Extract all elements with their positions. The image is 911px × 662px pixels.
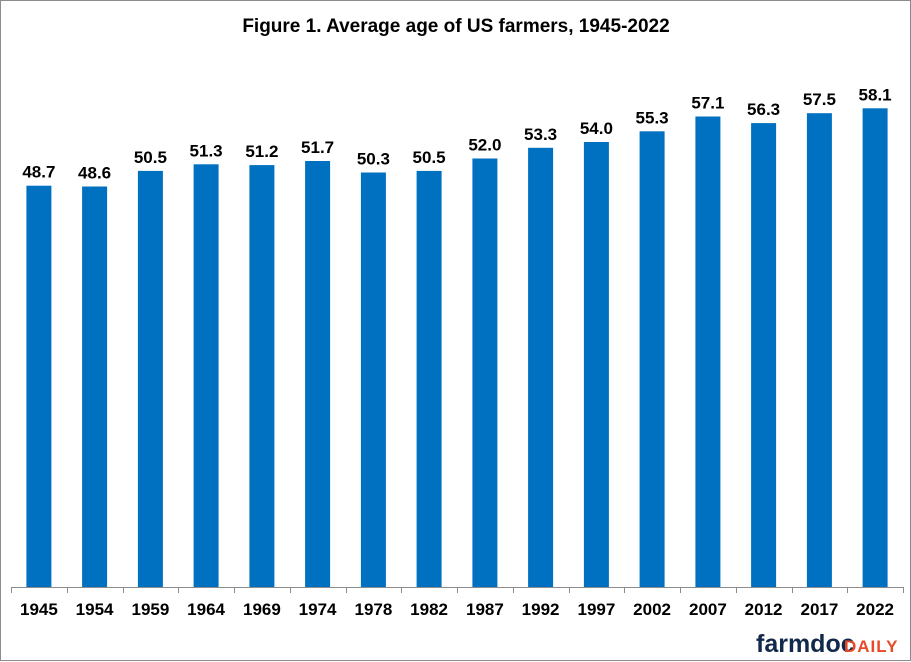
data-label-1969: 51.2 bbox=[245, 142, 278, 161]
data-label-1954: 48.6 bbox=[78, 164, 111, 183]
x-tick-label-2017: 2017 bbox=[800, 600, 838, 619]
x-tick-label-2007: 2007 bbox=[689, 600, 727, 619]
x-tick-label-1959: 1959 bbox=[131, 600, 169, 619]
x-tick-label-2012: 2012 bbox=[745, 600, 783, 619]
data-label-2007: 57.1 bbox=[691, 94, 724, 113]
data-label-1992: 53.3 bbox=[524, 125, 557, 144]
bar-1974 bbox=[305, 161, 331, 587]
x-tick-label-1982: 1982 bbox=[410, 600, 448, 619]
bar-1987 bbox=[472, 158, 498, 587]
bar-2007 bbox=[695, 116, 721, 587]
x-tick-label-1945: 1945 bbox=[20, 600, 58, 619]
data-label-1945: 48.7 bbox=[22, 163, 55, 182]
x-tick-label-1992: 1992 bbox=[522, 600, 560, 619]
bar-1964 bbox=[193, 164, 219, 588]
x-tick-label-1964: 1964 bbox=[187, 600, 225, 619]
data-label-1974: 51.7 bbox=[301, 138, 334, 157]
bar-1992 bbox=[528, 147, 554, 588]
x-tick-label-2002: 2002 bbox=[633, 600, 671, 619]
bars-layer bbox=[26, 108, 888, 588]
data-label-1987: 52.0 bbox=[468, 136, 501, 155]
data-label-2022: 58.1 bbox=[859, 85, 892, 104]
brand-daily-text: DAILY bbox=[844, 637, 898, 656]
x-tick-label-2022: 2022 bbox=[856, 600, 894, 619]
bar-1978 bbox=[360, 172, 386, 587]
bar-1954 bbox=[82, 186, 108, 587]
x-tick-label-1978: 1978 bbox=[354, 600, 392, 619]
bar-1959 bbox=[137, 170, 163, 587]
x-axis-ticks bbox=[11, 587, 904, 593]
bar-1982 bbox=[416, 170, 442, 587]
data-label-2017: 57.5 bbox=[803, 90, 836, 109]
x-tick-label-1974: 1974 bbox=[299, 600, 337, 619]
x-tick-label-1997: 1997 bbox=[577, 600, 615, 619]
x-tick-label-1969: 1969 bbox=[243, 600, 281, 619]
bar-1997 bbox=[583, 142, 609, 587]
data-labels-layer: 48.7 48.6 50.5 51.3 51.2 51.7 50.3 50.5 52.0 53.3… bbox=[22, 85, 891, 182]
x-tick-label-1954: 1954 bbox=[76, 600, 114, 619]
data-label-1982: 50.5 bbox=[413, 148, 446, 167]
data-label-1959: 50.5 bbox=[134, 148, 167, 167]
data-label-2002: 55.3 bbox=[636, 108, 669, 127]
data-label-1997: 54.0 bbox=[580, 119, 613, 138]
bar-2022 bbox=[862, 108, 888, 588]
bar-2002 bbox=[639, 131, 665, 588]
x-tick-label-1987: 1987 bbox=[466, 600, 504, 619]
bar-1969 bbox=[249, 165, 275, 587]
chart-title: Figure 1. Average age of US farmers, 194… bbox=[242, 16, 669, 37]
brand-logo: farmdoc DAILY bbox=[756, 630, 898, 658]
brand-farmdoc-text: farmdoc bbox=[756, 630, 855, 658]
data-label-1978: 50.3 bbox=[357, 150, 390, 169]
bar-2012 bbox=[751, 123, 777, 587]
data-label-2012: 56.3 bbox=[747, 100, 780, 119]
bar-1945 bbox=[26, 185, 52, 587]
bar-2017 bbox=[806, 113, 832, 587]
data-label-1964: 51.3 bbox=[190, 141, 223, 160]
x-axis-tick-labels: 1945 1954 1959 1964 1969 1974 1978 1982 1987 1992… bbox=[20, 600, 894, 619]
